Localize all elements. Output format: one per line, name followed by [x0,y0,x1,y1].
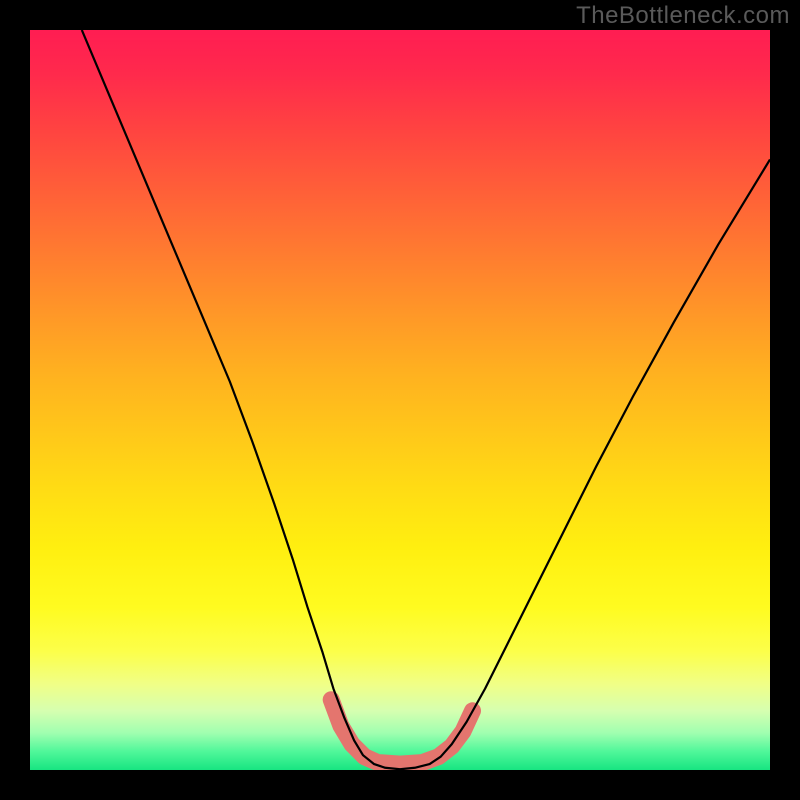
plot-area [30,30,770,770]
plot-svg [30,30,770,770]
watermark-text: TheBottleneck.com [576,2,790,30]
chart-frame: TheBottleneck.com [0,0,800,800]
gradient-background [30,30,770,770]
